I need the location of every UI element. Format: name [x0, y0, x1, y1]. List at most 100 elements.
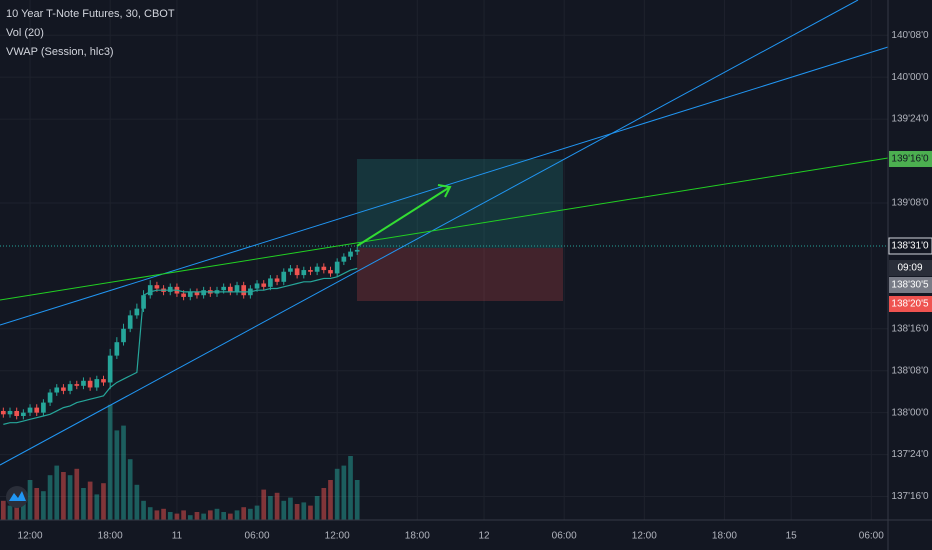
vwap-line	[3, 267, 358, 425]
volume-bar	[101, 483, 106, 520]
volume-bar	[207, 510, 213, 520]
volume-bar	[121, 425, 126, 520]
candles	[1, 246, 360, 425]
candle-body	[47, 392, 53, 403]
volume-bar	[321, 488, 327, 520]
axes: 140'08'0 140'00'0 139'24'0 139'08'0 138'16'0…	[18, 30, 932, 542]
candle-body	[81, 380, 86, 386]
logo-mark	[9, 491, 26, 501]
x-tick-label: 18:00	[405, 531, 430, 542]
candle-body	[181, 293, 186, 297]
volume-bar	[241, 507, 247, 520]
y-tick-label: 137'24'0	[891, 449, 929, 460]
volume-bar	[141, 500, 146, 520]
candle-body	[121, 328, 126, 343]
volume-bar	[174, 513, 180, 520]
volume-bar	[194, 512, 200, 520]
volume-bar	[1, 500, 6, 520]
candle-body	[101, 379, 106, 383]
price-marker-label: 09:09	[897, 263, 922, 274]
x-tick-label: 15	[786, 531, 798, 542]
volume-bar	[248, 508, 253, 520]
candle-body	[354, 249, 360, 252]
price-marker-label: 139'16'0	[891, 154, 929, 165]
price-marker-label: 138'31'0	[891, 241, 929, 252]
candle-body	[147, 285, 153, 296]
x-tick-label: 11	[172, 531, 183, 542]
candle-body	[221, 286, 227, 291]
price-marker-label: 138'30'5	[891, 280, 929, 291]
y-tick-label: 140'00'0	[891, 72, 929, 83]
indicator-label: VWAP (Session, hlc3)	[6, 46, 114, 58]
volume-bar	[354, 480, 360, 520]
price-marker-label: 138'20'5	[891, 299, 929, 310]
volume-bar	[47, 475, 53, 520]
candle-body	[288, 268, 293, 272]
price-marker	[888, 237, 932, 255]
candle-body	[27, 407, 33, 413]
volume-bar	[34, 488, 40, 520]
volume-bar	[201, 513, 206, 520]
price-marker	[889, 151, 932, 167]
candle-body	[194, 291, 200, 296]
candle-body	[114, 342, 120, 356]
arrow	[356, 186, 451, 247]
long-target-zone	[357, 159, 563, 248]
candle-body	[268, 278, 273, 287]
candle-body	[308, 270, 313, 272]
candle-body	[14, 410, 20, 416]
long-stop-zone	[357, 248, 563, 301]
y-tick-label: 137'16'0	[891, 491, 929, 502]
volume-bar	[254, 505, 260, 520]
candle-body	[1, 410, 6, 415]
candle-body	[254, 283, 260, 289]
volume-bar	[187, 515, 193, 520]
volume-bar	[67, 475, 73, 520]
volume-bar	[181, 510, 186, 520]
volume-bar	[134, 484, 140, 520]
volume-bar	[234, 510, 240, 520]
candle-body	[301, 270, 307, 276]
candle-body	[274, 278, 280, 282]
candle-body	[167, 286, 173, 292]
volume-bar	[214, 508, 220, 520]
volume-bar	[114, 430, 120, 520]
trend-line	[0, 157, 889, 301]
indicator-label: Vol (20)	[6, 27, 44, 39]
volume-bar	[308, 505, 313, 520]
drawings	[357, 159, 563, 301]
volume-bar	[127, 459, 133, 520]
x-tick-label: 06:00	[859, 531, 884, 542]
y-tick-label: 139'24'0	[891, 114, 929, 125]
candle-body	[107, 355, 113, 383]
chart-title: 10 Year T-Note Futures, 30, CBOT	[6, 8, 175, 20]
candle-body	[154, 285, 160, 289]
volume-bar	[21, 496, 26, 520]
candle-body	[74, 384, 80, 386]
x-tick-label: 18:00	[98, 531, 123, 542]
volume-bar	[167, 512, 173, 520]
y-tick-label: 139'08'0	[891, 198, 929, 209]
volume-bar	[228, 513, 233, 520]
y-tick-label: 138'16'0	[891, 323, 929, 334]
volume-bar	[61, 472, 66, 520]
y-tick-label: 140'08'0	[891, 30, 929, 41]
volume-bar	[348, 456, 353, 520]
volume-bar	[14, 502, 20, 520]
candle-body	[328, 270, 333, 274]
candle-body	[261, 283, 267, 287]
volume-bar	[261, 489, 267, 520]
candle-body	[54, 387, 60, 393]
volume-bar	[161, 508, 166, 520]
candle-body	[294, 268, 300, 276]
volume-bar	[74, 468, 80, 520]
volume-bar	[301, 502, 307, 520]
volume-bar	[41, 491, 46, 520]
volume-bar	[314, 496, 320, 520]
candle-body	[127, 315, 133, 329]
volume-bar	[54, 465, 60, 520]
volume-bar	[221, 512, 227, 520]
volume-bar	[87, 481, 93, 520]
candle-body	[314, 266, 320, 272]
